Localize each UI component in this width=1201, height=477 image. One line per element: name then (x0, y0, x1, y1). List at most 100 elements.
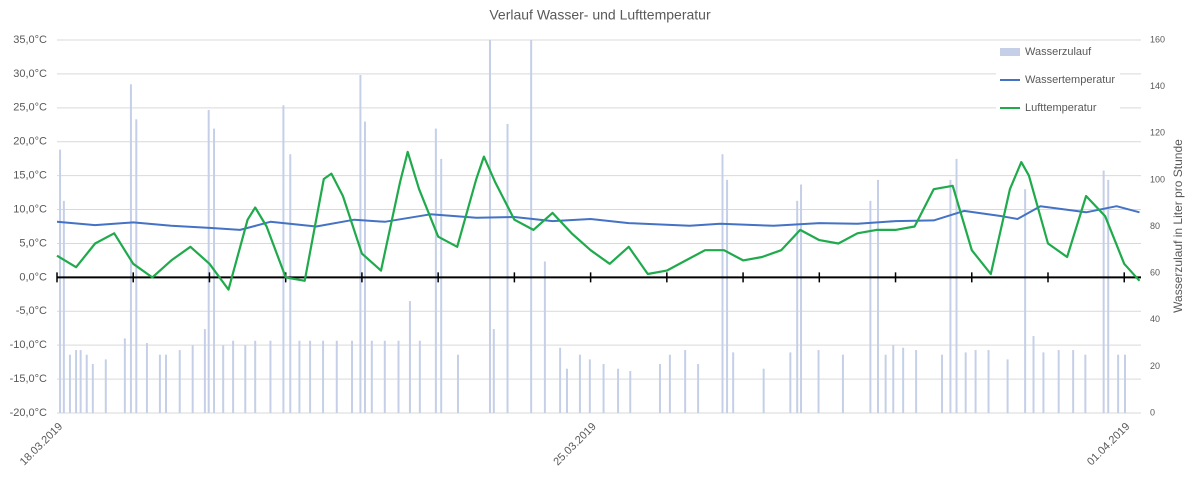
bar (726, 179, 729, 413)
bar (123, 338, 126, 413)
bar (565, 368, 568, 413)
bar (1024, 189, 1027, 413)
line (56, 205, 1140, 231)
bar (762, 368, 765, 413)
legend-label: Wasserzulauf (1025, 46, 1092, 58)
legend-label: Wassertemperatur (1025, 74, 1115, 86)
y-tick-label: -20,0°C (10, 407, 47, 419)
bar (955, 158, 958, 413)
bar (617, 368, 620, 413)
bar (949, 179, 952, 413)
bar (232, 340, 235, 413)
y-tick-label: 15,0°C (13, 170, 47, 182)
legend-swatch (1000, 48, 1020, 56)
bar (418, 340, 421, 413)
bar (841, 354, 844, 413)
bar (408, 301, 411, 413)
bar (129, 84, 132, 413)
bar (884, 354, 887, 413)
bar (79, 350, 82, 413)
bar (383, 340, 386, 413)
y-tick-label: 20,0°C (13, 136, 47, 148)
bar (877, 179, 880, 413)
bar (104, 359, 107, 413)
bar (440, 158, 443, 413)
bar (902, 347, 905, 413)
bar (1107, 179, 1110, 413)
y2-tick-label: 160 (1150, 34, 1165, 44)
bar (697, 364, 700, 413)
y2-tick-label: 140 (1150, 81, 1165, 91)
bar (68, 354, 71, 413)
legend-label: Lufttemperatur (1025, 102, 1097, 114)
bar (602, 364, 605, 413)
bar (732, 352, 735, 413)
bar (59, 149, 62, 413)
bar (1072, 350, 1075, 413)
bar (1006, 359, 1009, 413)
x-tick-label: 01.04.2019 (1085, 421, 1132, 468)
bar (684, 350, 687, 413)
bar (191, 345, 194, 413)
bar (543, 261, 546, 413)
bar (817, 350, 820, 413)
bar (269, 340, 272, 413)
bar (530, 40, 533, 413)
bar (335, 340, 338, 413)
y2-axis-label: Wasserzulauf in Liter pro Stunde (1171, 139, 1185, 313)
bar (145, 343, 148, 413)
x-tick-label: 18.03.2019 (18, 421, 65, 468)
bar (359, 74, 362, 413)
bar (578, 354, 581, 413)
y2-tick-label: 40 (1150, 314, 1160, 324)
y2-tick-label: 100 (1150, 174, 1165, 184)
y-tick-label: 25,0°C (13, 102, 47, 114)
bar (668, 354, 671, 413)
bar (1123, 354, 1126, 413)
y-tick-label: 30,0°C (13, 68, 47, 80)
bar (488, 40, 491, 413)
bar (289, 154, 292, 413)
bar (964, 352, 967, 413)
bar (506, 123, 509, 414)
bar (178, 350, 181, 413)
bar (75, 350, 78, 413)
bar (282, 105, 285, 414)
bar (244, 345, 247, 413)
bar (892, 345, 895, 413)
bar (85, 354, 88, 413)
bar (915, 350, 918, 413)
bar (91, 364, 94, 413)
x-tick-label: 25.03.2019 (551, 421, 598, 468)
bar (559, 347, 562, 413)
bar (721, 154, 724, 413)
bar (1032, 336, 1035, 413)
y2-tick-label: 20 (1150, 361, 1160, 371)
bar (974, 350, 977, 413)
bar (1102, 170, 1105, 413)
bar (1084, 354, 1087, 413)
y2-tick-label: 60 (1150, 268, 1160, 278)
bar (796, 200, 799, 413)
bar (207, 109, 210, 413)
bar (165, 354, 168, 413)
bar (789, 352, 792, 413)
line (56, 150, 1141, 291)
y2-tick-label: 120 (1150, 128, 1165, 138)
bar (869, 200, 872, 413)
y-tick-label: 0,0°C (19, 271, 47, 283)
bar (800, 184, 803, 413)
bar (62, 200, 65, 413)
y-tick-label: -15,0°C (10, 373, 47, 385)
bar (397, 340, 400, 413)
bar (1117, 354, 1120, 413)
bar (1042, 352, 1045, 413)
bar (222, 345, 225, 413)
bar (309, 340, 312, 413)
bar (658, 364, 661, 413)
bar (492, 329, 495, 413)
y2-tick-label: 0 (1150, 407, 1155, 417)
bar (351, 340, 354, 413)
bar (254, 340, 257, 413)
